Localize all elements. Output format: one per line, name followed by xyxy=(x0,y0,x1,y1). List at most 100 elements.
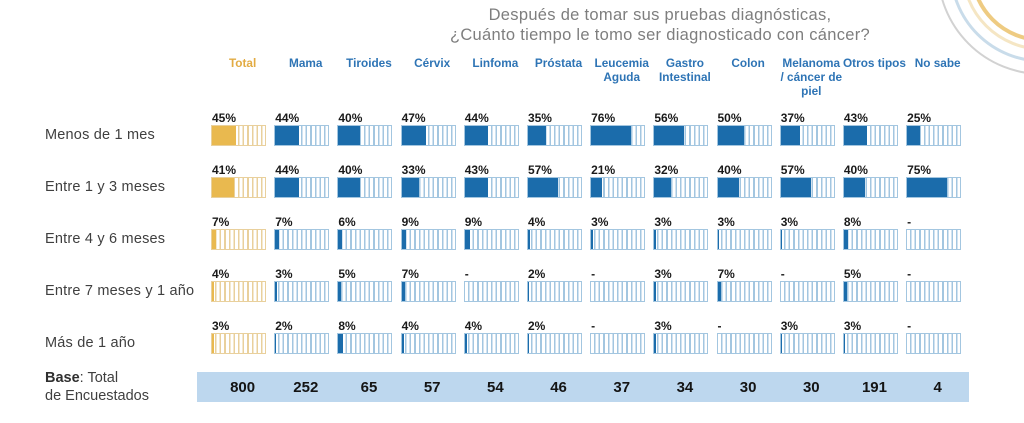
cell-percent-label: 7% xyxy=(275,215,293,229)
cell-bar xyxy=(337,281,393,302)
base-value: 191 xyxy=(861,378,887,396)
cell-bar xyxy=(211,281,266,302)
table-cell: 43% xyxy=(842,111,906,146)
table-cell: 7% xyxy=(716,267,780,302)
table-cell: 3% xyxy=(842,319,906,354)
column-header: Leucemia Aguda xyxy=(594,56,649,84)
table-cell: 45% xyxy=(211,111,274,146)
column-header: No sabe xyxy=(914,56,961,70)
table-cell: 6% xyxy=(337,215,400,250)
cell-percent-label: 45% xyxy=(212,111,237,125)
cell-percent-label: - xyxy=(717,319,722,333)
cell-bar-fill xyxy=(780,178,811,197)
base-value: 800 xyxy=(230,378,256,396)
cell-percent-label: 6% xyxy=(338,215,356,229)
cell-percent-label: 3% xyxy=(780,215,799,229)
cell-percent-label: 44% xyxy=(464,111,489,125)
column-header: Tiroides xyxy=(346,56,392,70)
cell-bar-fill xyxy=(843,126,867,145)
cell-bar-fill xyxy=(843,230,849,249)
cell-bar xyxy=(779,281,835,302)
row-label: Entre 4 y 6 meses xyxy=(45,231,166,247)
cell-bar xyxy=(779,125,835,146)
cell-bar xyxy=(716,229,772,250)
table-cell: 3% xyxy=(779,319,843,354)
cell-bar xyxy=(400,281,456,302)
cell-percent-label: 21% xyxy=(591,163,616,177)
cell-percent-label: 35% xyxy=(527,111,552,125)
table-row: Entre 4 y 6 meses 7% 7% 6% 9% 9% 4% 3% 3% 3% 3% 8% - xyxy=(45,213,980,250)
table-cell: - xyxy=(463,267,527,302)
cell-bar-fill xyxy=(338,178,360,197)
cell-percent-label: 75% xyxy=(907,163,932,177)
chart-title-line1: Después de tomar sus pruebas diagnóstica… xyxy=(488,6,832,24)
base-value: 46 xyxy=(550,378,567,396)
table-cell: 37% xyxy=(779,111,843,146)
cell-bar-fill xyxy=(212,178,234,197)
table-cell: 3% xyxy=(653,319,716,354)
cell-bar-fill xyxy=(401,230,407,249)
row-label: Más de 1 año xyxy=(45,335,136,351)
cell-percent-label: 57% xyxy=(780,163,805,177)
table-cell: 57% xyxy=(526,163,590,198)
cell-bar-fill xyxy=(401,126,427,145)
cell-percent-label: 3% xyxy=(717,215,735,229)
cell-bar-fill xyxy=(527,230,531,249)
cell-bar-fill xyxy=(843,334,846,353)
cell-percent-label: 4% xyxy=(464,319,483,333)
cell-percent-label: 25% xyxy=(907,111,932,125)
cell-bar xyxy=(400,333,456,354)
cell-bar-fill xyxy=(780,126,801,145)
base-label-bold: Base xyxy=(45,370,80,386)
cell-percent-label: 40% xyxy=(843,163,868,177)
cell-bar-fill xyxy=(717,178,739,197)
cell-bar-fill xyxy=(212,126,236,145)
cell-percent-label: 3% xyxy=(591,215,609,229)
cell-bar xyxy=(716,281,772,302)
cell-bar xyxy=(274,125,330,146)
cell-bar xyxy=(906,125,962,146)
cell-percent-label: 3% xyxy=(654,267,672,281)
table-cell: 9% xyxy=(400,215,464,250)
base-band: 800 252 65 57 54 46 37 34 30 30 191 4 xyxy=(197,372,970,403)
table-cell: 40% xyxy=(716,163,780,198)
cell-percent-label: 3% xyxy=(212,319,230,333)
base-value: 4 xyxy=(933,378,942,396)
cell-bar xyxy=(274,281,330,302)
table-cell: 3% xyxy=(590,215,653,250)
cell-bar-fill xyxy=(275,230,279,249)
cell-percent-label: 4% xyxy=(212,267,230,281)
cell-percent-label: 4% xyxy=(401,319,419,333)
cell-bar xyxy=(590,177,646,198)
cell-bar xyxy=(779,177,835,198)
table-cell: 40% xyxy=(337,163,400,198)
cell-bar xyxy=(716,177,772,198)
cell-bar-fill xyxy=(907,126,921,145)
table-row: Menos de 1 mes 45% 44% 40% 47% 44% 35% 76% 56% 50… xyxy=(45,109,980,146)
column-header: Linfoma xyxy=(472,56,519,70)
cell-percent-label: 7% xyxy=(401,267,419,281)
table-cell: 5% xyxy=(842,267,906,302)
table-cell: 43% xyxy=(463,163,527,198)
column-header: Total xyxy=(228,56,257,70)
table-cell: 57% xyxy=(779,163,843,198)
cell-bar xyxy=(211,333,266,354)
table-cell: 3% xyxy=(274,267,337,302)
column-header: Próstata xyxy=(534,56,583,70)
row-label: Menos de 1 mes xyxy=(45,127,155,143)
cell-bar xyxy=(842,177,898,198)
table-cell: - xyxy=(590,267,653,302)
column-header: Colon xyxy=(731,56,765,70)
table-cell: - xyxy=(779,267,843,302)
cell-percent-label: 76% xyxy=(591,111,616,125)
cell-bar-fill xyxy=(527,282,529,301)
cell-percent-label: 7% xyxy=(717,267,735,281)
cell-bar xyxy=(716,125,772,146)
column-header: Mama xyxy=(289,56,323,70)
cell-bar xyxy=(274,229,330,250)
cell-bar xyxy=(526,281,582,302)
cell-percent-label: - xyxy=(780,267,785,281)
cell-bar xyxy=(779,333,835,354)
table-cell: 44% xyxy=(274,163,337,198)
cell-bar xyxy=(590,229,646,250)
